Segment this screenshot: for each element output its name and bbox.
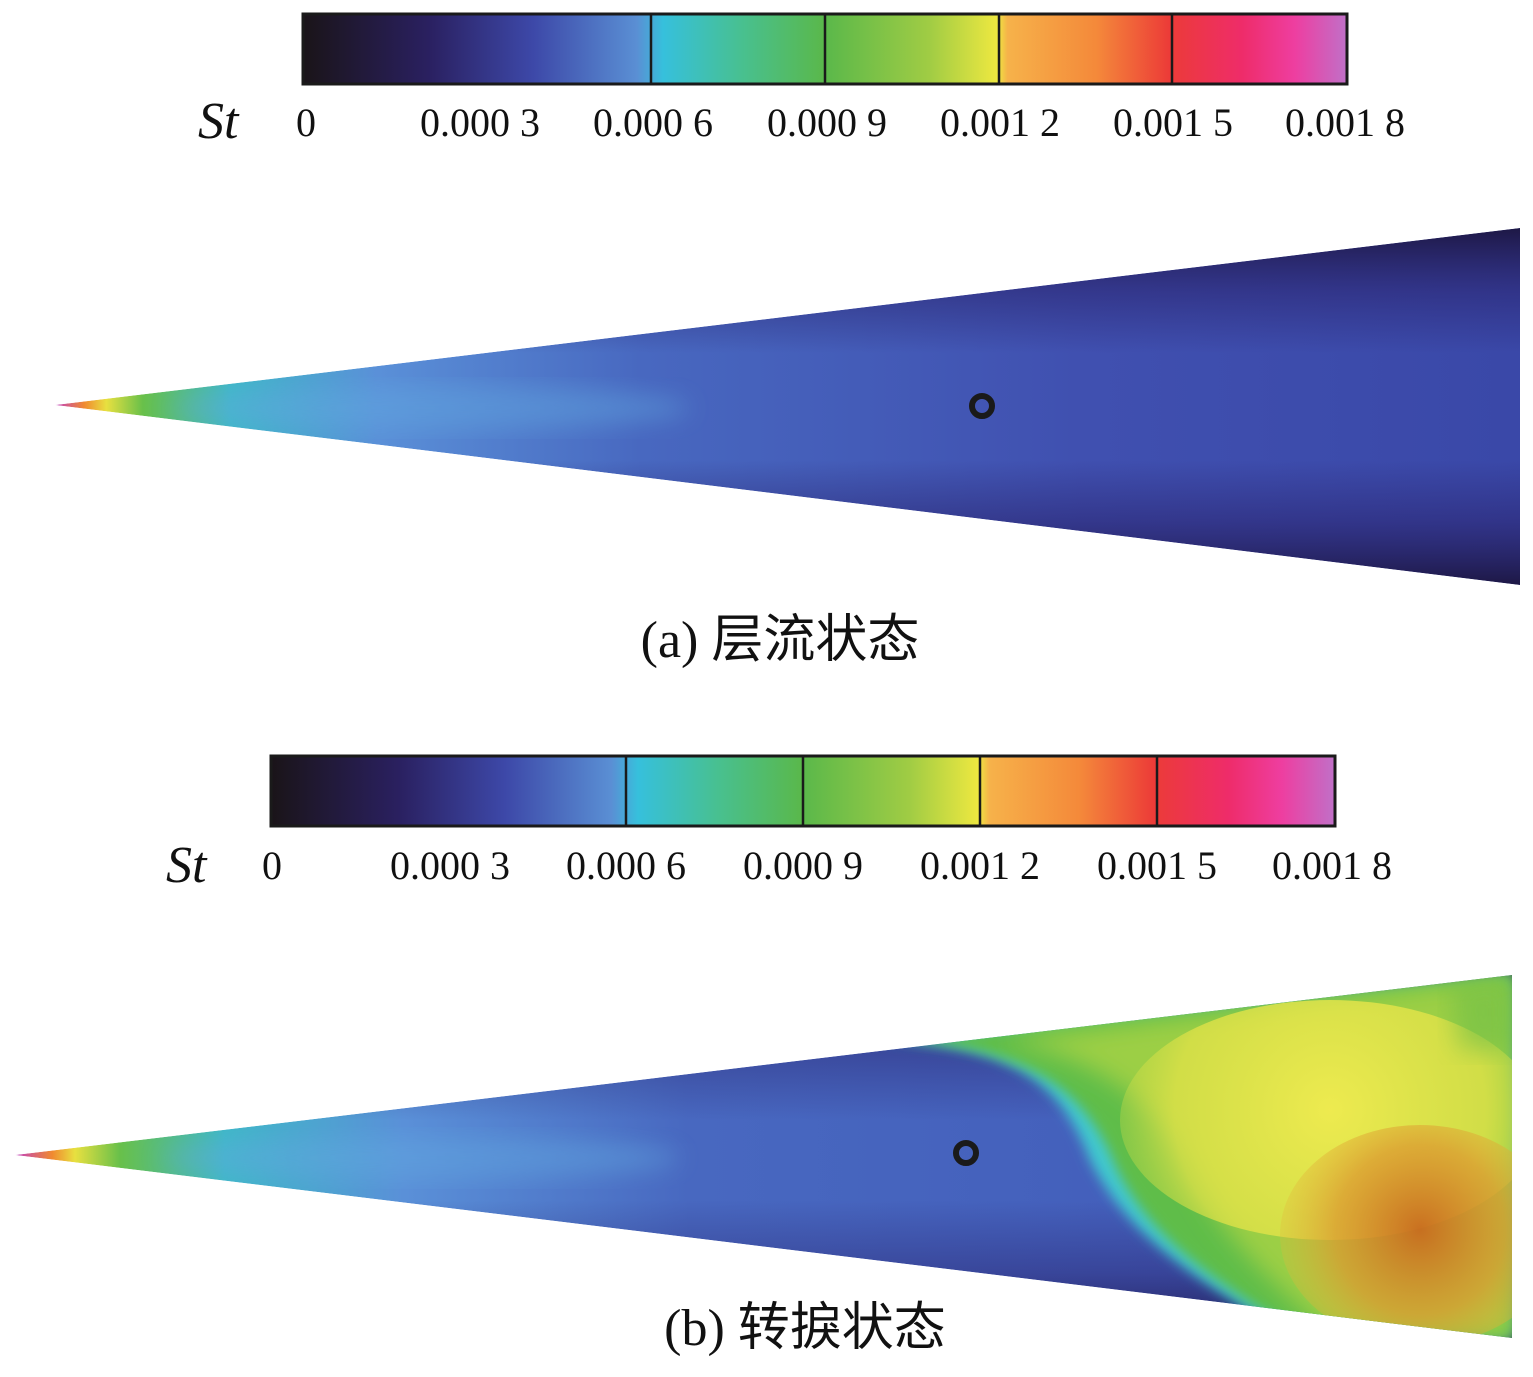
colorbar-a-tick-2: 0.000 6 [593, 100, 713, 145]
colorbar-b-tick-3: 0.000 9 [743, 843, 863, 888]
cone-contour-b [15, 975, 1512, 1338]
colorbar-a-variable: St [198, 93, 240, 150]
colorbar-a-tick-3: 0.000 9 [767, 100, 887, 145]
colorbar-b-tick-4: 0.001 2 [920, 843, 1040, 888]
colorbar-b: St 0 0.000 3 0.000 6 0.000 9 0.001 2 0.0… [166, 754, 1392, 894]
colorbar-b-tick-0: 0 [262, 843, 282, 888]
caption-b: (b) 转捩状态 [664, 1300, 946, 1357]
colorbar-a: St 0 0.000 3 0.000 6 0.000 9 0.001 2 0.0… [198, 12, 1405, 150]
probe-point-b [953, 1140, 979, 1166]
colorbar-a-tick-6: 0.001 8 [1285, 100, 1405, 145]
colorbar-a-tick-4: 0.001 2 [940, 100, 1060, 145]
panel-b: St 0 0.000 3 0.000 6 0.000 9 0.001 2 0.0… [15, 754, 1512, 1357]
colorbar-b-tick-1: 0.000 3 [390, 843, 510, 888]
cone-contour-a [55, 228, 1520, 585]
colorbar-b-variable: St [166, 837, 208, 894]
colorbar-b-tick-5: 0.001 5 [1097, 843, 1217, 888]
colorbar-a-tick-1: 0.000 3 [420, 100, 540, 145]
panel-a: St 0 0.000 3 0.000 6 0.000 9 0.001 2 0.0… [55, 12, 1520, 669]
colorbar-b-tick-2: 0.000 6 [566, 843, 686, 888]
colorbar-a-tick-0: 0 [296, 100, 316, 145]
colorbar-b-tick-6: 0.001 8 [1272, 843, 1392, 888]
colorbar-a-tick-5: 0.001 5 [1113, 100, 1233, 145]
probe-point-a [969, 393, 995, 419]
caption-a: (a) 层流状态 [641, 612, 920, 669]
